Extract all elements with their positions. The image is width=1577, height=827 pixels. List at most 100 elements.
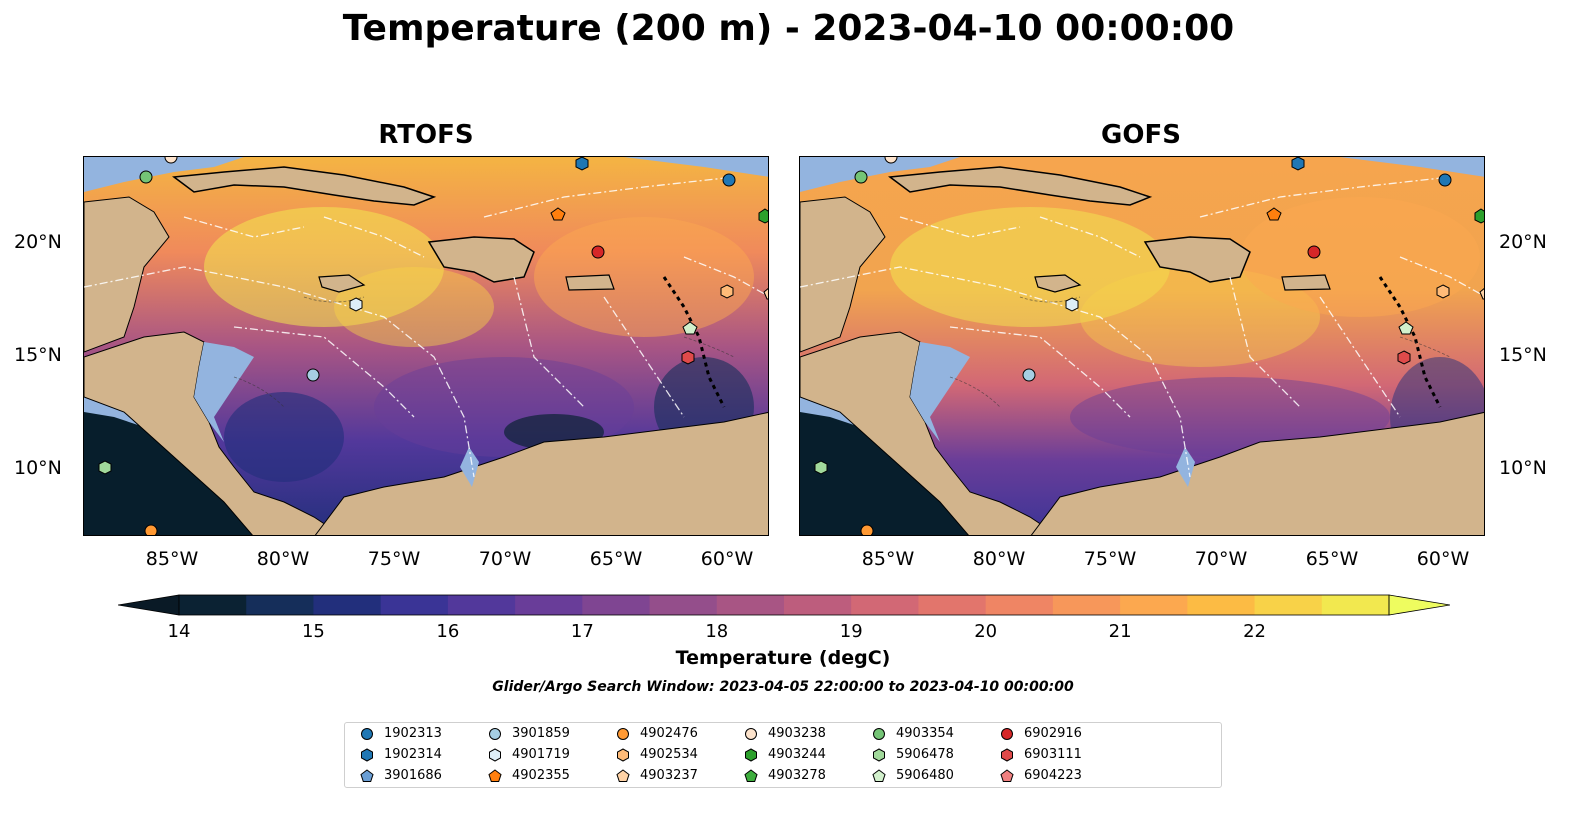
warm-patch [1080, 267, 1320, 367]
float-4903238[interactable] [884, 157, 898, 164]
float-4902534[interactable] [720, 284, 734, 299]
float-4903244[interactable] [758, 208, 769, 224]
float-5906478[interactable] [814, 460, 828, 475]
eez-boundaries [800, 176, 1484, 478]
colorbar [118, 594, 1450, 616]
circle-marker-icon [873, 727, 885, 740]
map-rtofs[interactable] [83, 156, 769, 536]
colorbar-segment [380, 595, 449, 615]
lon-label-85w: 85°W [145, 548, 199, 570]
float-4902355[interactable] [1266, 207, 1282, 221]
float-4903354[interactable] [139, 170, 153, 184]
float-1902314[interactable] [1291, 157, 1305, 171]
warm-patch [890, 207, 1170, 327]
colorbar-segment [1120, 595, 1188, 615]
yucatan-land [84, 196, 170, 353]
legend-item-5906478: 5906478 [872, 747, 954, 762]
float-4902355[interactable] [550, 207, 566, 221]
legend-item-4903238: 4903238 [744, 726, 826, 741]
warm-patch [534, 217, 754, 337]
lesser-antilles [662, 276, 726, 408]
float-4902476[interactable] [144, 524, 158, 536]
eez-boundaries [84, 176, 768, 478]
legend-item-3901686: 3901686 [360, 768, 442, 783]
hexagon-marker-icon [489, 747, 501, 762]
lat-label-15n: 15°N [14, 344, 62, 366]
float-5906480[interactable] [1398, 321, 1414, 335]
jamaica-land [1034, 274, 1082, 293]
colorbar-segment [179, 595, 247, 615]
circle-marker-icon [489, 727, 501, 740]
float-3901859[interactable] [1022, 368, 1036, 382]
lake-maracaibo [1176, 447, 1195, 487]
shelf [800, 397, 860, 427]
panel-title-rtofs: RTOFS [378, 120, 474, 150]
colorbar-tick-label: 17 [570, 621, 594, 642]
figure-title: Temperature (200 m) - 2023-04-10 00:00:0… [342, 8, 1235, 49]
colorbar-tick-label: 18 [705, 621, 729, 642]
float-4901719[interactable] [1065, 297, 1079, 312]
hispaniola-land [1143, 236, 1251, 283]
pentagon-marker-icon [360, 768, 374, 782]
colorbar-segment [851, 595, 919, 615]
shelf [624, 157, 768, 177]
puerto-rico-land [565, 274, 615, 291]
float-6902916[interactable] [591, 245, 605, 259]
lake-maracaibo [460, 447, 479, 487]
legend-label: 3901686 [384, 768, 442, 783]
legend-item-6903111: 6903111 [1000, 747, 1082, 762]
legend-label: 4903238 [768, 726, 826, 741]
float-4902476[interactable] [860, 524, 874, 536]
float-1902313[interactable] [1438, 173, 1452, 187]
lon-label-75w: 75°W [367, 548, 421, 570]
puerto-rico-land [1281, 274, 1331, 291]
legend-label: 4903244 [768, 747, 826, 762]
colorbar-label: Temperature (degC) [675, 647, 891, 669]
lat-label-10n: 10°N [14, 457, 62, 479]
colorbar-tick-label: 16 [436, 621, 460, 642]
float-4903244[interactable] [1474, 208, 1485, 224]
legend-item-4902355: 4902355 [488, 768, 570, 783]
colorbar-over-arrow [1388, 594, 1450, 616]
legend-label: 4903354 [896, 726, 954, 741]
float-1902313[interactable] [722, 173, 736, 187]
float-4903354[interactable] [854, 170, 868, 184]
float-1902314[interactable] [575, 157, 589, 171]
legend-label: 1902313 [384, 726, 442, 741]
lat-label-20n-right: 20°N [1499, 231, 1547, 253]
float-4903237[interactable] [763, 287, 769, 300]
float-4901719[interactable] [349, 297, 363, 312]
float-4903237[interactable] [1479, 287, 1485, 300]
legend-label: 4902476 [640, 726, 698, 741]
lon-label-70w: 70°W [1194, 548, 1248, 570]
colorbar-segment [784, 595, 852, 615]
circle-marker-icon [745, 727, 757, 740]
colorbar-tick-label: 21 [1108, 621, 1132, 642]
legend-item-4901719: 4901719 [488, 747, 570, 762]
cool-patch [224, 392, 344, 482]
lon-label-70w: 70°W [478, 548, 532, 570]
float-5906478[interactable] [98, 460, 112, 475]
legend-label: 4902355 [512, 768, 570, 783]
float-6903111[interactable] [1397, 350, 1411, 365]
shelf [800, 157, 960, 192]
legend-item-4903278: 4903278 [744, 768, 826, 783]
colorbar-segment [1321, 595, 1390, 615]
pacific-ocean [800, 397, 969, 535]
pentagon-marker-icon [744, 768, 758, 782]
warm-patch [204, 207, 444, 327]
search-window-text: Glider/Argo Search Window: 2023-04-05 22… [492, 679, 1074, 695]
float-4903238[interactable] [164, 157, 178, 164]
float-6903111[interactable] [681, 350, 695, 365]
map-gofs[interactable] [799, 156, 1485, 536]
lon-label-60w: 60°W [1416, 548, 1470, 570]
float-6902916[interactable] [1307, 245, 1321, 259]
shelf [84, 397, 144, 427]
cuba-land [888, 166, 1153, 206]
float-5906480[interactable] [682, 321, 698, 335]
lat-label-20n: 20°N [14, 231, 62, 253]
legend-item-1902313: 1902313 [360, 726, 442, 741]
float-3901859[interactable] [306, 368, 320, 382]
float-4902534[interactable] [1436, 284, 1450, 299]
legend-item-4903244: 4903244 [744, 747, 826, 762]
